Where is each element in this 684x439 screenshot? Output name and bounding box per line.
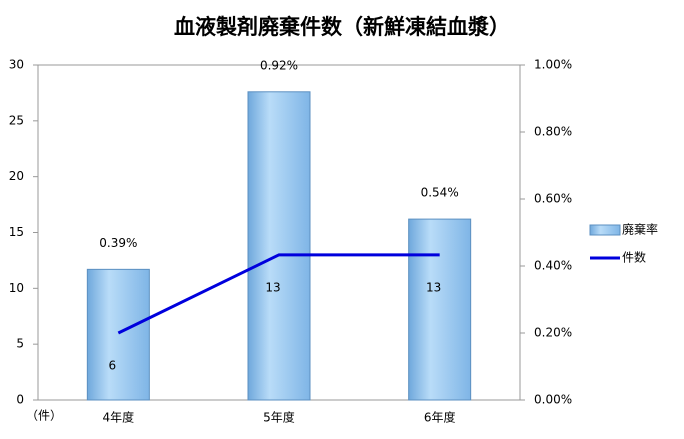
y2-tick-label: 0.00% (534, 393, 572, 407)
y-axis-label: （件） (26, 409, 62, 423)
y-tick-label: 10 (9, 281, 24, 295)
bar-value-label: 0.54% (421, 186, 459, 200)
line (117, 253, 440, 335)
line-value-label: 13 (426, 280, 441, 294)
y-tick-label: 0 (16, 393, 24, 407)
bar-value-label: 0.92% (260, 58, 298, 72)
y2-tick-label: 0.80% (534, 125, 572, 139)
legend-swatch (589, 224, 621, 236)
legend-label: 件数 (622, 250, 646, 265)
line-value-label: 6 (109, 359, 117, 373)
y-tick-label: 20 (9, 169, 24, 183)
x-tick-label: 6年度 (424, 410, 456, 425)
bar (408, 218, 472, 401)
x-tick-label: 5年度 (263, 410, 295, 425)
bar (247, 91, 311, 401)
y2-tick-label: 0.20% (534, 326, 572, 340)
y-tick-label: 25 (9, 113, 24, 127)
y-tick-label: 15 (9, 225, 24, 239)
x-tick-label: 4年度 (103, 410, 135, 425)
y2-tick-label: 0.60% (534, 192, 572, 206)
y-tick-label: 30 (9, 58, 24, 72)
bar (86, 268, 150, 401)
chart-title: 血液製剤廃棄件数（新鮮凍結血漿） (174, 15, 510, 39)
legend-label: 廃棄率 (622, 222, 658, 237)
bar-value-label: 0.39% (99, 236, 137, 250)
y2-tick-label: 1.00% (534, 58, 572, 72)
y-tick-label: 5 (16, 337, 24, 351)
y2-tick-label: 0.40% (534, 259, 572, 273)
line-value-label: 13 (265, 280, 280, 294)
